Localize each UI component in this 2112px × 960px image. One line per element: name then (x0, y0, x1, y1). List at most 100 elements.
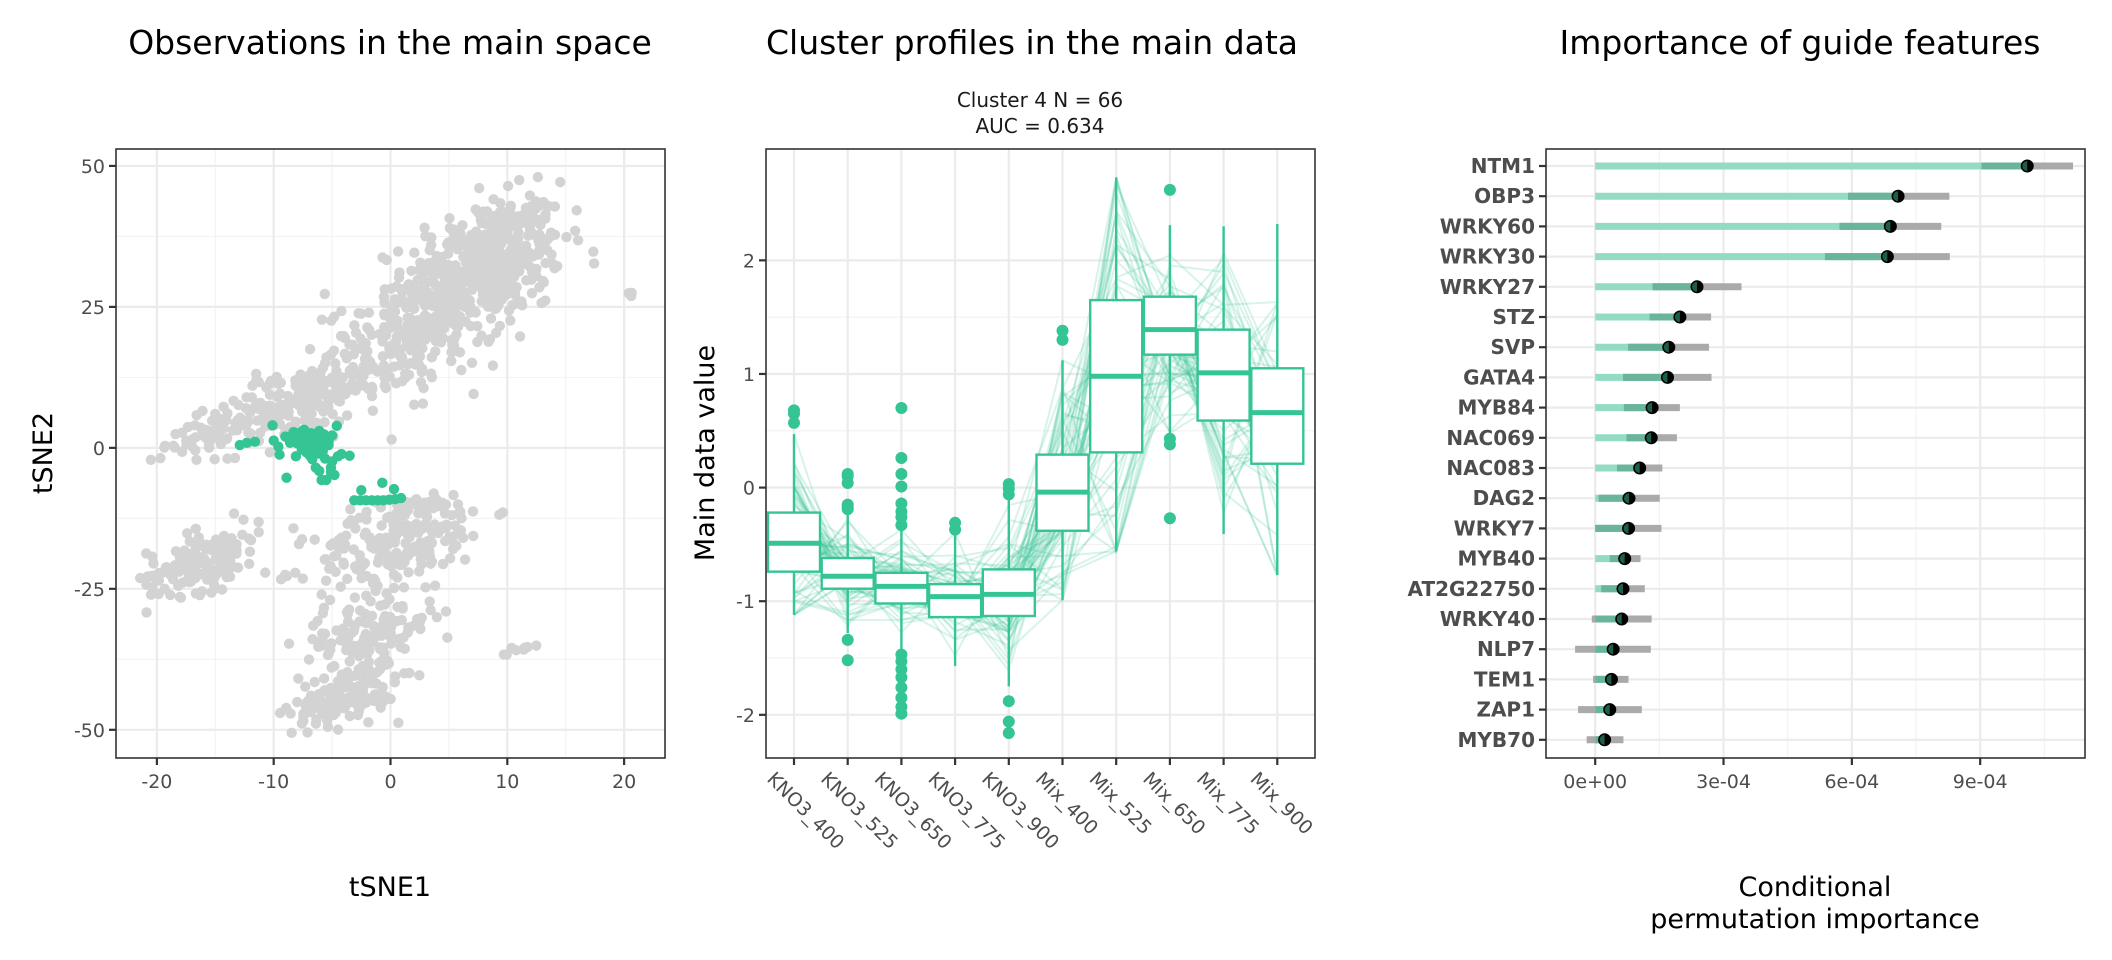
feature-label: NLP7 (1477, 637, 1535, 661)
feature-label: GATA4 (1463, 365, 1535, 389)
tsne-axes: -20 -10 0 10 20 -50 -25 0 25 50 (74, 156, 636, 793)
background-point (448, 263, 460, 275)
background-point (315, 688, 326, 699)
background-point (229, 452, 241, 464)
background-point (458, 300, 469, 312)
background-point (473, 182, 485, 194)
feature-label: AT2G22750 (1408, 577, 1535, 601)
importance-panel-title: Importance of guide features (1560, 23, 2041, 62)
background-point (341, 410, 353, 421)
importance-grid (1546, 149, 2085, 758)
x-tick-label: 10 (495, 771, 519, 793)
cluster-point (336, 448, 347, 460)
cluster-point (314, 465, 325, 477)
background-point (341, 638, 352, 650)
background-point (165, 589, 176, 601)
background-point (300, 681, 311, 692)
background-point (418, 382, 429, 394)
background-point (446, 355, 457, 367)
background-point (376, 630, 387, 641)
background-point (399, 668, 410, 679)
background-point (384, 630, 395, 642)
background-point (268, 405, 280, 417)
background-point (325, 644, 336, 655)
background-point (417, 398, 429, 409)
importance-point-inner (1604, 704, 1610, 715)
cluster-point (307, 453, 318, 465)
background-point (366, 610, 378, 622)
background-point (482, 301, 494, 312)
profile-subtitle-line1: Cluster 4 N = 66 (957, 88, 1123, 112)
background-point (180, 435, 192, 446)
background-point (283, 638, 295, 649)
background-point (439, 269, 451, 280)
importance-point-inner (1674, 312, 1680, 322)
background-point (561, 231, 572, 243)
background-point (352, 709, 364, 721)
background-point (377, 351, 389, 362)
background-point (290, 567, 301, 578)
feature-label: NAC083 (1446, 456, 1535, 480)
y-tick-label: -2 (736, 705, 755, 727)
outlier-point (1163, 183, 1176, 196)
background-point (459, 554, 471, 565)
background-point (375, 688, 386, 699)
background-point (243, 558, 255, 570)
background-point (531, 270, 542, 282)
profile-panel-title: Cluster profiles in the main data (766, 23, 1298, 62)
importance-panel: Importance of guide features NTM1 OBP3 WRK… (1408, 23, 2086, 935)
background-point (293, 673, 304, 684)
cluster-point (356, 484, 367, 496)
background-point (176, 427, 188, 438)
importance-point-inner (1616, 614, 1622, 624)
background-point (400, 368, 411, 379)
background-point (189, 420, 201, 431)
background-point (334, 396, 345, 407)
background-point (385, 638, 397, 649)
background-point (225, 562, 237, 573)
background-point (487, 225, 499, 237)
background-point (332, 685, 344, 696)
background-point (324, 594, 336, 606)
background-point (467, 272, 478, 284)
feature-label: NAC069 (1446, 426, 1535, 450)
background-point (498, 649, 510, 660)
background-point (377, 696, 389, 707)
background-point (392, 315, 403, 327)
outlier-point (895, 681, 908, 694)
x-tick-label: 6e-04 (1824, 771, 1879, 793)
background-point (417, 276, 428, 287)
background-point (381, 254, 392, 266)
background-point (424, 596, 435, 607)
outlier-point (895, 480, 908, 493)
background-point (468, 388, 479, 400)
importance-point-inner (1647, 402, 1653, 413)
background-point (386, 305, 397, 316)
background-point (218, 530, 230, 542)
background-point (540, 213, 551, 224)
background-point (488, 194, 499, 205)
background-point (410, 359, 421, 370)
background-point (425, 368, 437, 379)
background-point (453, 273, 464, 284)
background-point (536, 297, 547, 309)
cluster-point (301, 447, 312, 458)
background-point (465, 307, 476, 318)
background-point (385, 322, 396, 333)
box (1250, 367, 1305, 465)
cluster-point (281, 472, 292, 483)
background-point (348, 519, 359, 530)
background-point (244, 546, 256, 557)
outlier-point (1002, 695, 1015, 708)
background-point (420, 231, 431, 242)
cluster-point (326, 456, 338, 467)
background-point (243, 427, 254, 438)
cluster-point (298, 424, 310, 436)
box (1142, 295, 1198, 356)
feature-label: STZ (1492, 305, 1535, 329)
background-point (253, 516, 264, 528)
background-point (405, 345, 416, 356)
feature-label: WRKY7 (1454, 516, 1535, 540)
importance-panel-border (1545, 148, 2086, 759)
background-point (301, 408, 312, 420)
